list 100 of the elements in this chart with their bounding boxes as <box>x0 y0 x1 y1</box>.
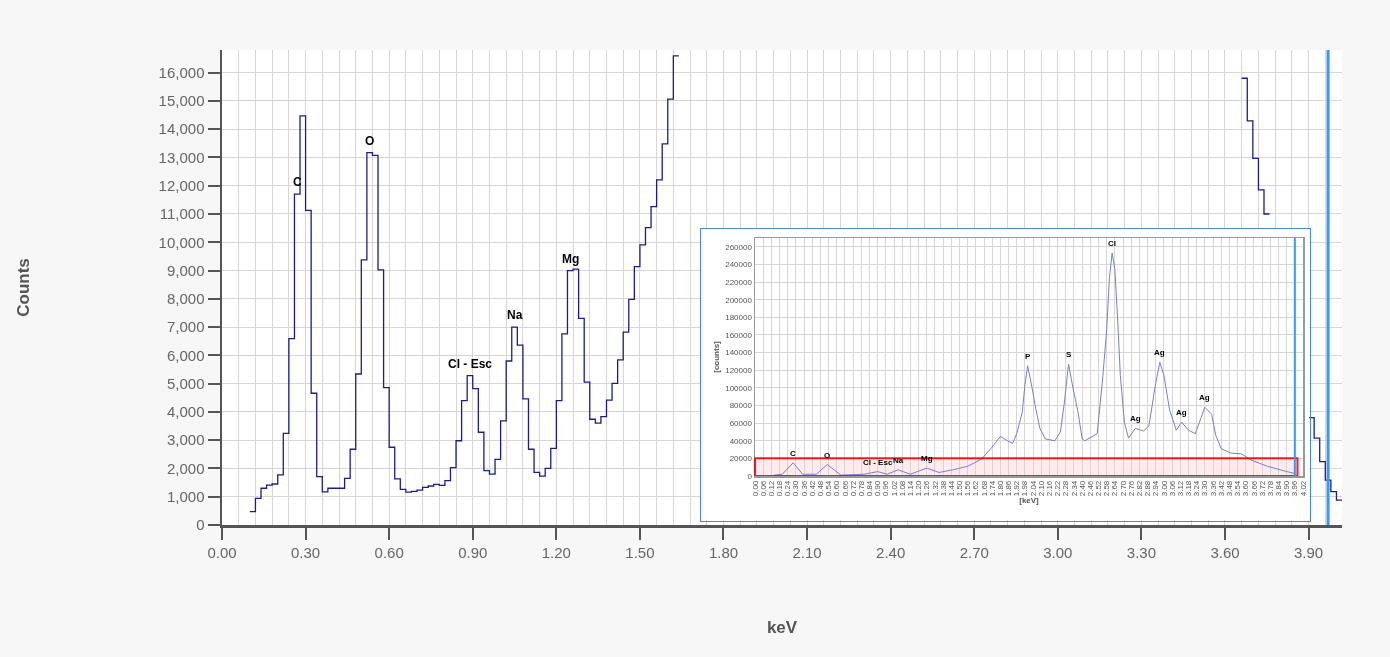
x-tick-label: 3.96 <box>1290 480 1300 497</box>
annotation: P <box>1025 352 1031 361</box>
y-tick-label: 15,000 <box>158 92 205 110</box>
x-tick-label: 3.24 <box>1192 480 1202 497</box>
x-tick-label: 1.62 <box>971 480 981 497</box>
x-tick-label: 4.02 <box>1298 480 1308 497</box>
y-tick-label: 1,000 <box>166 487 205 505</box>
x-tick-label: 3.66 <box>1249 480 1259 497</box>
x-tick-label: 0.78 <box>856 480 866 497</box>
x-tick-label: 1.02 <box>889 480 899 497</box>
y-tick-label: 0 <box>196 516 205 534</box>
x-tick-label: 1.38 <box>938 480 948 497</box>
x-tick-label: 1.98 <box>1020 480 1030 497</box>
y-tick-label: 120000 <box>725 366 753 376</box>
x-tick-label: 2.40 <box>1077 480 1087 497</box>
y-tick-label: 160000 <box>725 330 753 340</box>
x-tick-label: 0.66 <box>840 480 850 497</box>
x-tick-label: 3.18 <box>1184 480 1194 497</box>
x-tick-label: 2.88 <box>1143 480 1153 497</box>
y-tick-label: 9,000 <box>166 261 205 279</box>
x-tick-label: 0.36 <box>799 480 809 497</box>
x-tick-label: 1.74 <box>987 480 997 497</box>
x-tick-label: 1.56 <box>963 480 973 497</box>
x-tick-label: 1.92 <box>1012 480 1022 497</box>
x-axis-title: keV <box>766 618 798 638</box>
x-tick-label: 0.00 <box>750 480 760 497</box>
x-tick-label: 1.08 <box>897 480 907 497</box>
x-tick-label: 1.14 <box>906 480 915 497</box>
x-tick-label: 3.36 <box>1208 480 1218 497</box>
x-tick-label: 1.80 <box>708 543 739 561</box>
x-tick-label: 1.20 <box>541 543 571 561</box>
x-tick-label: 1.68 <box>979 480 989 497</box>
x-tick-label: 2.64 <box>1110 480 1120 497</box>
y-tick-label: 6,000 <box>166 346 205 364</box>
x-tick-label: 0.24 <box>783 480 793 497</box>
x-tick-label: 2.82 <box>1135 480 1145 497</box>
x-tick-label: 0.42 <box>807 480 817 497</box>
x-tick-label: 0.18 <box>775 480 785 497</box>
x-tick-label: 1.86 <box>1004 480 1014 497</box>
y-tick-label: 7,000 <box>166 318 205 336</box>
x-tick-label: 2.22 <box>1053 480 1063 497</box>
x-tick-label: 3.42 <box>1216 480 1226 497</box>
x-tick-label: 0.90 <box>458 543 488 561</box>
y-tick-label: 20000 <box>729 454 753 464</box>
x-tick-label: 3.30 <box>1126 543 1156 561</box>
x-tick-label: 2.04 <box>1028 480 1038 497</box>
x-tick-label: 1.80 <box>995 480 1005 497</box>
x-tick-label: 0.84 <box>865 480 875 497</box>
x-tick-label: 0.72 <box>848 480 858 497</box>
y-tick-label: 16,000 <box>158 63 205 81</box>
y-tick-label: 240000 <box>725 260 753 270</box>
x-tick-label: 3.30 <box>1200 480 1210 497</box>
y-tick-label: 60000 <box>729 418 753 428</box>
x-tick-label: 3.84 <box>1274 480 1284 497</box>
annotation: Ag <box>1176 408 1187 417</box>
x-tick-label: 3.12 <box>1175 480 1185 497</box>
x-tick-label: 3.00 <box>1043 543 1073 561</box>
x-tick-label: 0.12 <box>766 480 776 497</box>
x-tick-label: 0.30 <box>791 480 801 497</box>
x-tick-label: 2.94 <box>1151 480 1161 497</box>
x-tick-label: 0.48 <box>816 480 826 497</box>
x-tick-label: 0.60 <box>374 543 404 561</box>
annotation: Ag <box>1154 348 1165 357</box>
x-tick-label: 3.90 <box>1293 543 1324 561</box>
line-series <box>773 252 1296 476</box>
x-tick-label: 0.30 <box>290 543 321 561</box>
annotation: Ag <box>1130 414 1141 423</box>
y-axis-title: [counts] <box>712 340 722 373</box>
x-tick-label: 2.16 <box>1045 480 1055 497</box>
y-tick-label: 14,000 <box>158 120 205 138</box>
x-tick-label: 0.06 <box>758 480 768 497</box>
x-tick-label: 3.60 <box>1241 480 1251 497</box>
x-tick-label: 0.00 <box>207 543 237 561</box>
x-tick-label: 2.10 <box>792 543 822 561</box>
y-tick-label: 4,000 <box>166 403 205 421</box>
x-tick-label: 3.78 <box>1265 480 1275 497</box>
annotation: Na <box>507 308 523 322</box>
x-tick-label: 3.06 <box>1167 480 1177 497</box>
y-tick-label: 3,000 <box>166 431 205 449</box>
annotation: Ag <box>1199 393 1210 402</box>
x-tick-label: 0.96 <box>881 480 891 497</box>
annotation: C <box>790 449 796 458</box>
y-tick-label: 40000 <box>729 436 753 446</box>
x-tick-label: 3.48 <box>1224 480 1234 497</box>
annotation: Cl - Esc <box>448 357 493 371</box>
x-tick-label: 0.54 <box>824 480 834 497</box>
x-tick-label: 1.50 <box>955 480 965 497</box>
annotation: Cl - Esc <box>863 458 893 467</box>
x-tick-label: 2.34 <box>1069 480 1079 497</box>
y-tick-label: 220000 <box>725 277 753 287</box>
x-tick-label: 3.90 <box>1282 480 1292 497</box>
x-tick-label: 2.70 <box>959 543 989 561</box>
x-tick-label: 2.52 <box>1094 480 1104 497</box>
y-tick-label: 100000 <box>725 383 753 393</box>
annotation: Mg <box>562 252 580 266</box>
x-tick-label: 1.50 <box>625 543 655 561</box>
x-tick-label: 0.90 <box>873 480 883 497</box>
x-tick-label: 1.32 <box>930 480 940 497</box>
x-tick-label: 3.00 <box>1159 480 1169 497</box>
x-tick-label: 2.58 <box>1102 480 1112 497</box>
